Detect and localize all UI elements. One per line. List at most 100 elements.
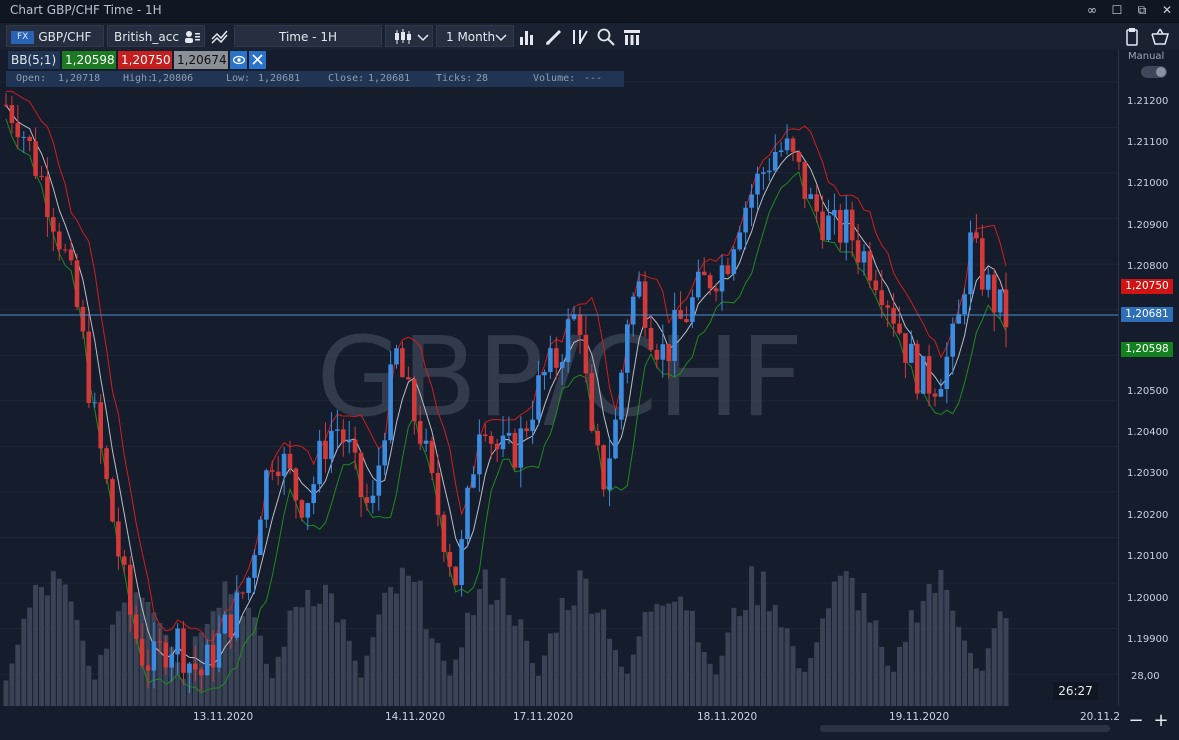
maximize-icon[interactable]: ⧉: [1137, 3, 1147, 17]
link-icon[interactable]: ∞: [1087, 3, 1097, 17]
candle-body: [128, 564, 133, 615]
candle-body: [364, 497, 370, 503]
volume-bar: [755, 605, 760, 706]
volume-bar: [257, 635, 263, 706]
volume-bar: [352, 660, 358, 706]
candle-body: [956, 314, 961, 324]
chart-scrollbar[interactable]: [820, 725, 1110, 732]
volume-bar: [127, 605, 133, 706]
price-label: 1.19900: [1127, 634, 1169, 645]
volume-bar: [902, 641, 908, 706]
remove-indicator-icon[interactable]: [249, 51, 266, 69]
candle-body: [589, 373, 595, 431]
bar-chart-icon[interactable]: [517, 27, 537, 47]
manual-scale-toggle[interactable]: [1141, 66, 1167, 78]
clipboard-icon[interactable]: [1122, 27, 1142, 47]
candle-body: [483, 434, 488, 436]
candle-body: [335, 429, 340, 431]
account-label: British_acc: [114, 30, 179, 44]
volume-bar: [701, 652, 707, 706]
time-label: 17.11.2020: [513, 711, 574, 723]
volume-bar: [512, 625, 518, 706]
candle-body: [441, 514, 447, 552]
volume-bar: [826, 608, 831, 706]
bar-countdown: 26:27: [1053, 682, 1098, 700]
candle-body: [542, 372, 547, 376]
time-axis[interactable]: 13.11.2020 14.11.2020 17.11.2020 18.11.2…: [0, 706, 1121, 740]
price-axis[interactable]: Manual 1.21200 1.21100 1.21000 1.20900 1…: [1118, 50, 1179, 706]
volume-bar: [9, 663, 15, 706]
eye-icon[interactable]: [230, 51, 247, 69]
candle-body: [731, 249, 737, 274]
close-icon[interactable]: ✕: [1161, 3, 1173, 17]
price-label: 1.20200: [1127, 510, 1169, 521]
candle-body: [749, 194, 754, 208]
candle-body: [287, 453, 293, 469]
candle-body: [814, 194, 819, 212]
volume-bar: [766, 611, 772, 706]
volume-bar: [595, 612, 601, 706]
volume-bar: [814, 642, 820, 706]
volume-bar: [831, 581, 837, 706]
candle-body: [559, 362, 565, 368]
price-label: 1.20800: [1127, 261, 1169, 272]
draw-icon[interactable]: [544, 27, 564, 47]
candle-body: [477, 434, 482, 475]
candle-body: [849, 209, 855, 241]
candle-body: [678, 310, 683, 319]
candle-body: [962, 294, 967, 315]
candle-body: [690, 297, 695, 322]
candle-body: [370, 495, 376, 503]
price-chart[interactable]: GBP/CHF: [0, 50, 1118, 706]
chevron-down-icon: [417, 34, 429, 42]
volume-bar: [246, 607, 252, 706]
candle-body: [707, 275, 713, 289]
volume-bar: [654, 604, 660, 706]
candle-body: [122, 556, 127, 565]
volume-bar: [837, 575, 843, 706]
candle-body: [784, 138, 790, 151]
volume-bar: [565, 610, 571, 706]
high-label: High:: [123, 73, 154, 84]
price-label: 1.21000: [1127, 178, 1169, 189]
candle-body: [974, 232, 979, 239]
fibonacci-icon[interactable]: [570, 27, 590, 47]
candle-body: [755, 173, 760, 195]
volume-bar: [98, 654, 104, 706]
volume-bar: [666, 603, 672, 706]
axis-mode-label: Manual: [1128, 51, 1165, 62]
candle-body: [684, 319, 689, 322]
volume-bar: [305, 589, 311, 706]
volume-bar: [323, 584, 328, 706]
period-selector[interactable]: 1 Month: [436, 25, 514, 47]
chart-background: [0, 50, 1118, 706]
template-icon[interactable]: [622, 27, 642, 47]
zoom-out-button[interactable]: −: [1128, 710, 1144, 731]
symbol-selector[interactable]: FX GBP/CHF: [6, 25, 104, 47]
volume-bar: [743, 610, 749, 706]
zoom-in-button[interactable]: +: [1153, 710, 1169, 731]
candle-body: [938, 389, 944, 397]
volume-bar: [104, 648, 110, 706]
candle-body: [885, 305, 890, 308]
candle-body: [435, 473, 441, 515]
indicator-upper-value: 1,20750: [118, 51, 172, 69]
restore-icon[interactable]: ☐: [1111, 3, 1123, 17]
candle-body: [903, 333, 908, 363]
volume-bar: [642, 612, 648, 706]
basket-icon[interactable]: [1150, 27, 1170, 47]
volume-bar: [731, 607, 737, 706]
timeframe-selector[interactable]: Time - 1H: [234, 25, 382, 47]
volume-bar: [873, 620, 879, 706]
time-label: 20.11.2: [1080, 711, 1121, 723]
candle-body: [725, 265, 731, 274]
volume-bar: [62, 584, 68, 706]
compare-icon[interactable]: [210, 27, 230, 47]
candle-body: [991, 274, 997, 313]
volume-bar: [790, 646, 796, 706]
account-selector[interactable]: British_acc: [107, 25, 205, 47]
indicator-name[interactable]: BB(5;1): [8, 51, 60, 69]
zoom-icon[interactable]: [596, 27, 616, 47]
chart-type-selector[interactable]: [385, 25, 433, 47]
candle-body: [660, 344, 666, 360]
